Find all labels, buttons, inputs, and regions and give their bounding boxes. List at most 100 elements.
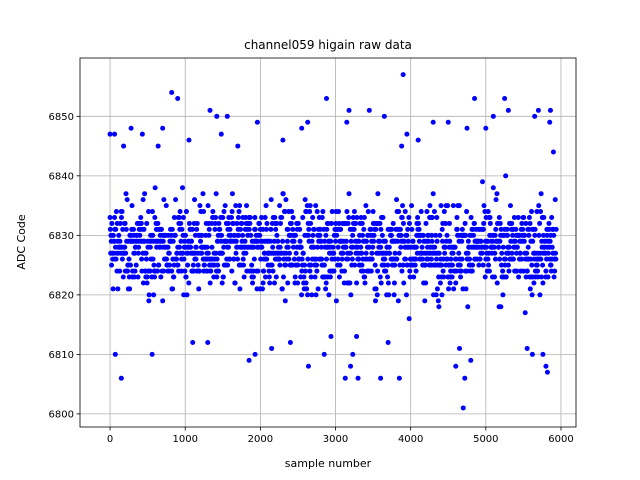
data-point <box>490 185 496 191</box>
data-point <box>243 250 249 256</box>
data-point <box>437 280 443 286</box>
data-point <box>515 215 521 220</box>
data-point <box>240 256 246 262</box>
data-point <box>257 232 263 238</box>
data-point <box>219 280 225 286</box>
data-point <box>206 232 212 238</box>
data-point <box>516 274 522 280</box>
data-point <box>399 268 405 274</box>
data-point <box>553 226 559 232</box>
data-point <box>385 274 391 280</box>
data-point <box>416 226 422 232</box>
data-point <box>293 232 299 238</box>
data-point <box>132 250 138 256</box>
data-point <box>142 191 148 197</box>
data-point <box>282 298 288 304</box>
data-point <box>383 268 389 274</box>
data-point <box>412 262 418 268</box>
data-point <box>152 215 158 220</box>
data-point <box>401 280 407 286</box>
data-point <box>429 215 435 220</box>
data-point <box>233 203 239 209</box>
data-point <box>189 238 195 244</box>
data-point <box>513 226 519 232</box>
data-point <box>161 268 167 274</box>
data-point <box>279 215 285 220</box>
data-point <box>348 238 354 244</box>
data-point <box>259 286 265 292</box>
data-point <box>538 256 544 262</box>
data-point <box>453 363 459 369</box>
data-point <box>314 209 320 215</box>
data-point <box>502 95 508 101</box>
data-point <box>156 262 162 268</box>
data-point <box>434 238 440 244</box>
data-point <box>126 256 132 262</box>
data-point <box>459 256 465 262</box>
x-axis-title: sample number <box>285 457 372 470</box>
data-point <box>116 232 122 238</box>
data-point <box>249 262 255 268</box>
data-point <box>402 209 408 215</box>
data-point <box>358 244 364 250</box>
data-point <box>173 197 179 203</box>
data-point <box>255 268 261 274</box>
data-points <box>107 72 559 411</box>
data-point <box>396 250 402 256</box>
data-point <box>172 232 178 238</box>
data-point <box>447 280 453 286</box>
data-point <box>107 226 113 232</box>
data-point <box>440 238 446 244</box>
data-point <box>264 256 270 262</box>
data-point <box>538 274 544 280</box>
data-point <box>120 274 126 280</box>
x-tick-label: 5000 <box>473 434 498 445</box>
data-point <box>196 268 202 274</box>
data-point <box>195 262 201 268</box>
data-point <box>107 215 113 220</box>
data-point <box>537 292 543 298</box>
data-point <box>494 280 500 286</box>
data-point <box>553 256 559 262</box>
data-point <box>532 232 538 238</box>
data-point <box>309 238 315 244</box>
data-point <box>177 244 182 250</box>
data-point <box>350 351 356 357</box>
data-point <box>509 220 515 226</box>
data-point <box>385 280 391 286</box>
data-point <box>498 262 504 268</box>
data-point <box>183 209 189 215</box>
data-point <box>160 298 166 304</box>
data-point <box>537 220 543 226</box>
data-point <box>107 131 113 137</box>
data-point <box>308 262 314 268</box>
data-point <box>496 215 502 220</box>
data-point <box>350 232 356 238</box>
data-point <box>324 95 329 101</box>
data-point <box>155 220 161 226</box>
data-point <box>404 232 410 238</box>
data-point <box>151 262 157 268</box>
data-point <box>415 220 421 226</box>
data-point <box>373 226 379 232</box>
data-point <box>128 262 133 268</box>
data-point <box>390 220 396 226</box>
data-point <box>350 215 356 220</box>
data-point <box>471 220 477 226</box>
data-point <box>240 232 246 238</box>
data-point <box>338 226 344 232</box>
data-point <box>504 226 510 232</box>
data-point <box>280 238 286 244</box>
data-point <box>135 274 141 280</box>
data-point <box>117 238 123 244</box>
data-point <box>392 262 398 268</box>
data-point <box>444 232 450 238</box>
data-point <box>207 107 213 113</box>
data-point <box>519 256 525 262</box>
data-point <box>343 238 349 244</box>
data-point <box>197 203 203 209</box>
data-point <box>175 262 181 268</box>
data-point <box>119 209 125 215</box>
data-point <box>463 232 469 238</box>
data-point <box>356 256 362 262</box>
